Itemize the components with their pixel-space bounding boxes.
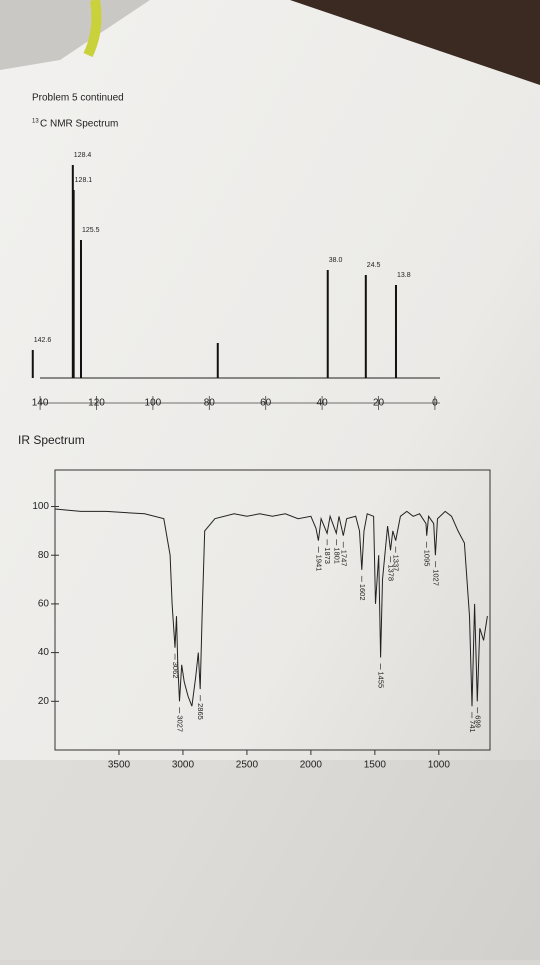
nmr-title: C NMR Spectrum	[40, 119, 118, 130]
x-tick-label: 140	[32, 398, 49, 409]
x-tick-label: 20	[373, 398, 385, 409]
peak-label: 24.5	[367, 262, 381, 269]
peak-label: 142.6	[34, 337, 52, 344]
peak-label: 1337	[392, 555, 401, 572]
peak-label: 741	[468, 720, 477, 733]
peak-label: 38.0	[329, 257, 343, 264]
peak-label: 699	[473, 715, 482, 728]
peak-label: 1027	[431, 569, 440, 586]
peak-label: 1941	[314, 555, 323, 572]
shadow	[0, 760, 540, 960]
x-tick-label: 2000	[300, 760, 323, 771]
x-tick-label: 2500	[236, 760, 259, 771]
x-tick-label: 100	[145, 398, 162, 409]
spectrum	[54, 508, 488, 707]
peak-label: 1801	[332, 547, 341, 564]
x-tick-label: 40	[317, 398, 329, 409]
x-tick-label: 120	[88, 398, 105, 409]
peak-label: 128.1	[75, 177, 93, 184]
y-tick-label: 80	[38, 550, 50, 561]
ir-title: IR Spectrum	[18, 433, 85, 447]
x-tick-label: 80	[204, 398, 216, 409]
y-tick-label: 40	[38, 647, 50, 658]
y-tick-label: 20	[38, 696, 50, 707]
peak-label: 3062	[171, 662, 180, 679]
peak-label: 1747	[339, 550, 348, 567]
y-tick-label: 100	[32, 501, 49, 512]
peak-label: 3027	[176, 715, 185, 732]
x-tick-label: 1000	[428, 760, 451, 771]
under-sheet	[0, 0, 150, 70]
peak-label: 1378	[386, 564, 395, 581]
yellow-object	[83, 0, 102, 58]
x-tick-label: 0	[432, 398, 438, 409]
peak-label: 1602	[358, 584, 367, 601]
peak-label: 1873	[323, 547, 332, 564]
heading: Problem 5 continued	[32, 93, 124, 104]
x-tick-label: 1500	[364, 760, 387, 771]
y-tick-label: 60	[38, 599, 50, 610]
table-corner	[290, 0, 540, 85]
x-tick-label: 60	[260, 398, 272, 409]
peak-label: 13.8	[397, 272, 411, 279]
peak-label: 1095	[423, 550, 432, 567]
peak-label: 125.5	[82, 227, 100, 234]
ir-frame	[54, 469, 491, 751]
peak-label: 1455	[377, 671, 386, 688]
peak-label: 2865	[196, 703, 205, 720]
peak-label: 128.4	[74, 152, 92, 159]
nmr-title-sup: 13	[32, 119, 39, 125]
x-tick-label: 3000	[172, 760, 195, 771]
x-tick-label: 3500	[108, 760, 131, 771]
